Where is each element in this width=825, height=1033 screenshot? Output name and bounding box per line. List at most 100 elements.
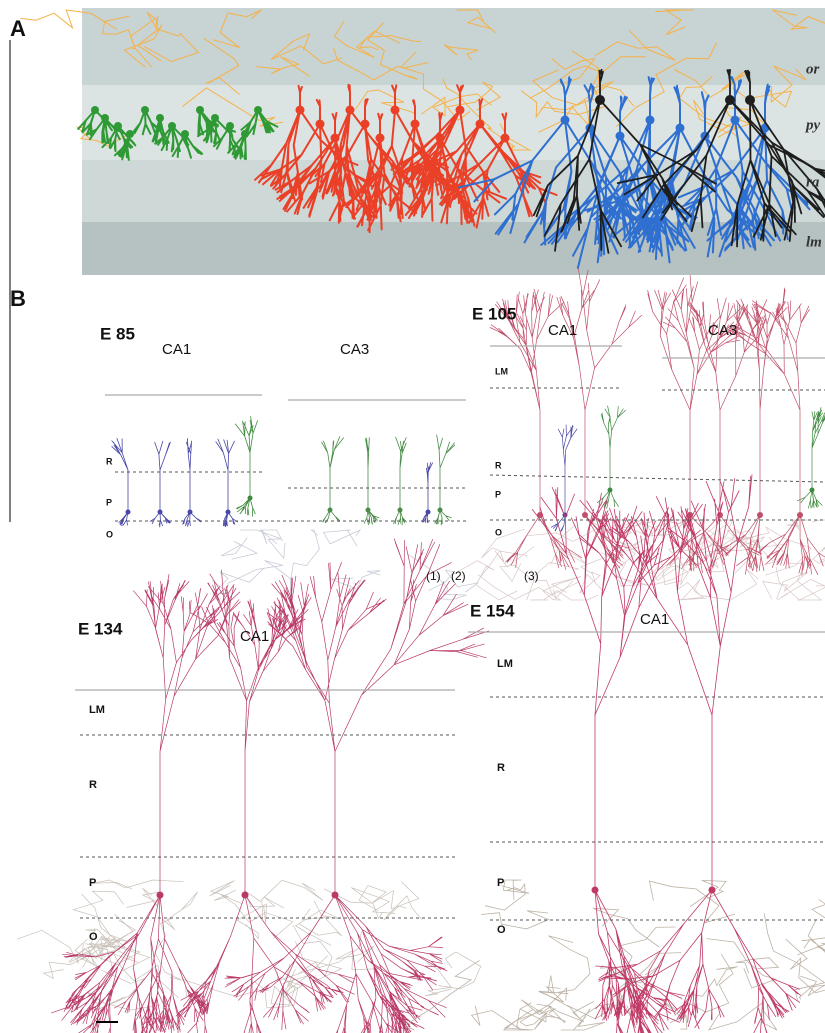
- soma: [757, 512, 763, 518]
- dendrite: [561, 1009, 605, 1030]
- subpanel-e85: E 85 CA1 CA3 R P O (1) (2): [100, 324, 466, 583]
- soma: [797, 512, 803, 518]
- region-label: CA1: [240, 628, 269, 645]
- layer-label: R: [89, 779, 97, 791]
- soma: [745, 95, 755, 105]
- soma: [411, 120, 420, 129]
- region-label: CA3: [340, 341, 369, 358]
- soma: [398, 508, 403, 513]
- panel-label: B: [10, 286, 26, 311]
- layer-label: lm: [806, 234, 822, 250]
- soma: [582, 512, 588, 518]
- dendrite: [51, 574, 240, 1033]
- soma: [141, 106, 149, 114]
- soma: [646, 116, 655, 125]
- soma: [226, 510, 231, 515]
- soma: [181, 130, 189, 138]
- soma: [158, 510, 163, 515]
- dendrite: [296, 901, 340, 945]
- dendrite: [804, 920, 825, 958]
- layer-label: O: [495, 527, 502, 537]
- soma: [709, 887, 716, 894]
- layer-label: LM: [497, 658, 513, 670]
- soma: [595, 95, 605, 105]
- layer-label: P: [495, 489, 501, 499]
- dendrite: [74, 891, 124, 935]
- soma: [126, 130, 134, 138]
- dendrite: [351, 888, 395, 914]
- dendrite: [797, 408, 825, 509]
- soma: [476, 120, 485, 129]
- soma: [561, 116, 570, 125]
- subpanel-e134: E 134 CA1 LM R P O: [75, 619, 455, 1022]
- layer-label: P: [106, 497, 112, 507]
- soma: [731, 116, 740, 125]
- dendrite: [478, 575, 560, 600]
- layer-label: R: [495, 460, 502, 470]
- layer-label: or: [806, 61, 820, 77]
- dendrite: [210, 881, 236, 901]
- layer-label: R: [497, 762, 505, 774]
- dendrite: [549, 936, 591, 993]
- soma: [242, 892, 249, 899]
- dendrite: [260, 530, 282, 544]
- dendrite: [580, 572, 603, 593]
- soma: [810, 488, 815, 493]
- dendrite: [235, 417, 257, 517]
- soma: [328, 508, 333, 513]
- dendrite: [262, 880, 323, 916]
- dendrite: [293, 925, 332, 977]
- soma: [316, 120, 325, 129]
- soma: [332, 892, 339, 899]
- soma: [376, 134, 385, 143]
- layer-label: P: [89, 877, 96, 889]
- soma: [248, 496, 253, 501]
- soma: [126, 510, 131, 515]
- layer-label: py: [804, 117, 821, 133]
- soma: [391, 106, 400, 115]
- dendrite: [495, 547, 534, 567]
- dendrite: [359, 886, 386, 919]
- dendrite: [322, 437, 344, 523]
- dendrite: [240, 530, 285, 558]
- layer-label: O: [106, 529, 113, 539]
- dendrite: [162, 892, 197, 930]
- soma: [346, 106, 355, 115]
- soma: [254, 106, 262, 114]
- soma: [296, 106, 305, 115]
- soma: [676, 124, 685, 133]
- soma: [211, 114, 219, 122]
- soma: [616, 132, 625, 141]
- dendrite: [93, 880, 184, 889]
- dendrite: [485, 884, 525, 910]
- soma: [361, 120, 370, 129]
- layer-label: LM: [495, 366, 508, 376]
- soma: [501, 134, 510, 143]
- region-label: CA3: [708, 322, 737, 339]
- layer-label: P: [497, 877, 504, 889]
- dendrite: [548, 988, 593, 1022]
- soma: [168, 122, 176, 130]
- soma: [592, 887, 599, 894]
- cell-label: (1): [426, 569, 441, 583]
- dendrite: [540, 976, 564, 1003]
- dendrite: [707, 939, 776, 988]
- soma: [157, 892, 164, 899]
- dendrite: [727, 288, 825, 575]
- soma: [196, 106, 204, 114]
- layer-label: R: [106, 456, 113, 466]
- subpanel-title: E 105: [472, 304, 516, 323]
- dendrite: [593, 908, 659, 947]
- page: A or py ra lm B E 85 CA1 CA3 R P O (1) (…: [0, 0, 825, 1033]
- cell-label: (2): [451, 569, 466, 583]
- soma: [725, 95, 735, 105]
- dendrite: [324, 530, 361, 546]
- subpanel-title: E 154: [470, 601, 515, 620]
- soma: [226, 122, 234, 130]
- dendrite: [690, 880, 726, 906]
- layer-label: O: [89, 931, 98, 943]
- soma: [114, 122, 122, 130]
- dendrite: [435, 435, 455, 525]
- figure: A or py ra lm B E 85 CA1 CA3 R P O (1) (…: [0, 0, 825, 1033]
- dendrite: [596, 475, 801, 1033]
